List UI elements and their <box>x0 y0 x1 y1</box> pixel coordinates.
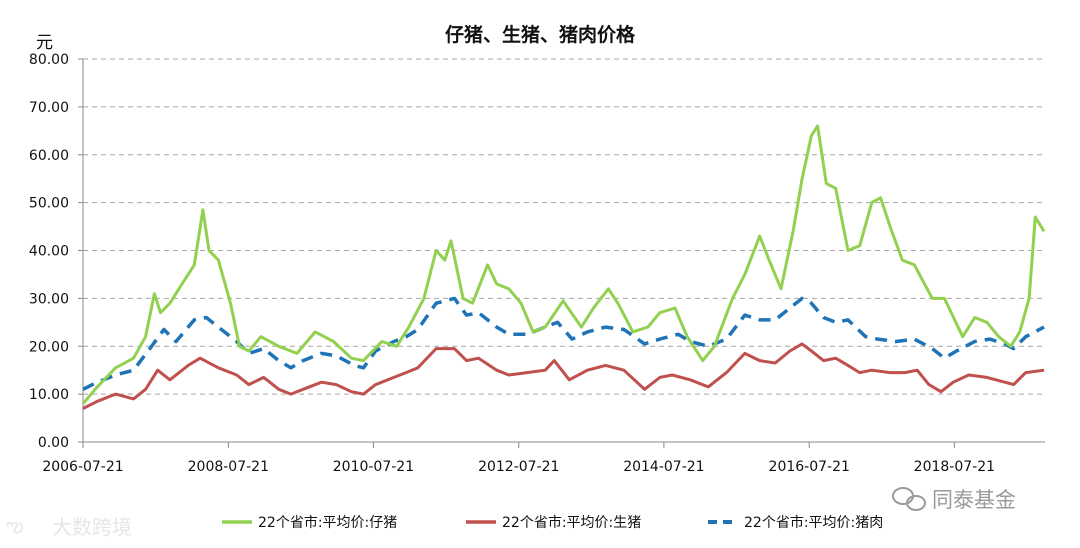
x-tick-label: 2016-07-21 <box>769 459 850 475</box>
y-tick-label: 80.00 <box>29 52 69 68</box>
x-tick-label: 2014-07-21 <box>623 459 704 475</box>
x-tick-label: 2010-07-21 <box>333 459 414 475</box>
x-tick-label: 2018-07-21 <box>914 459 995 475</box>
y-tick-label: 0.00 <box>38 435 69 451</box>
y-tick-label: 10.00 <box>29 387 69 403</box>
legend-label-1: 22个省市:平均价:生猪 <box>502 514 641 531</box>
y-tick-label: 40.00 <box>29 244 69 260</box>
x-tick-label: 2006-07-21 <box>42 459 123 475</box>
legend-label-0: 22个省市:平均价:仔猪 <box>258 514 397 531</box>
x-tick-label: 2012-07-21 <box>478 459 559 475</box>
axes <box>82 59 1045 443</box>
x-axis-ticks: 2006-07-21 2008-07-21 2010-07-21 2012-07-21… <box>42 442 995 475</box>
y-tick-label: 60.00 <box>29 148 69 164</box>
wechat-icon <box>892 487 926 511</box>
y-tick-label: 70.00 <box>29 100 69 116</box>
watermark-right-text: 同泰基金 <box>932 488 1016 512</box>
watermark-right: 同泰基金 <box>892 487 1016 512</box>
series-lines <box>81 124 1046 410</box>
y-tick-label: 30.00 <box>29 291 69 307</box>
gridlines <box>83 58 1045 395</box>
series-line-2 <box>82 296 1045 391</box>
chart-title: 仔猪、生猪、猪肉价格 <box>445 23 636 46</box>
watermark-left-text: 大数跨境 <box>52 515 132 539</box>
x-tick-label: 2008-07-21 <box>188 459 269 475</box>
legend: 22个省市:平均价:仔猪 22个省市:平均价:生猪 22个省市:平均价:猪肉 <box>222 514 883 531</box>
series-line-0 <box>81 124 1046 405</box>
y-tick-label: 20.00 <box>29 339 69 355</box>
y-axis-label: 元 <box>36 33 53 53</box>
series-line-1 <box>82 342 1045 410</box>
legend-label-2: 22个省市:平均价:猪肉 <box>744 514 883 531</box>
watermark-logo-icon: ఌ <box>6 513 24 537</box>
y-axis-ticks: 0.00 10.00 20.00 30.00 40.00 50.00 60.00 70.00 8… <box>29 52 83 451</box>
y-tick-label: 50.00 <box>29 196 69 212</box>
watermark-left: ఌ 大数跨境 <box>6 513 132 539</box>
